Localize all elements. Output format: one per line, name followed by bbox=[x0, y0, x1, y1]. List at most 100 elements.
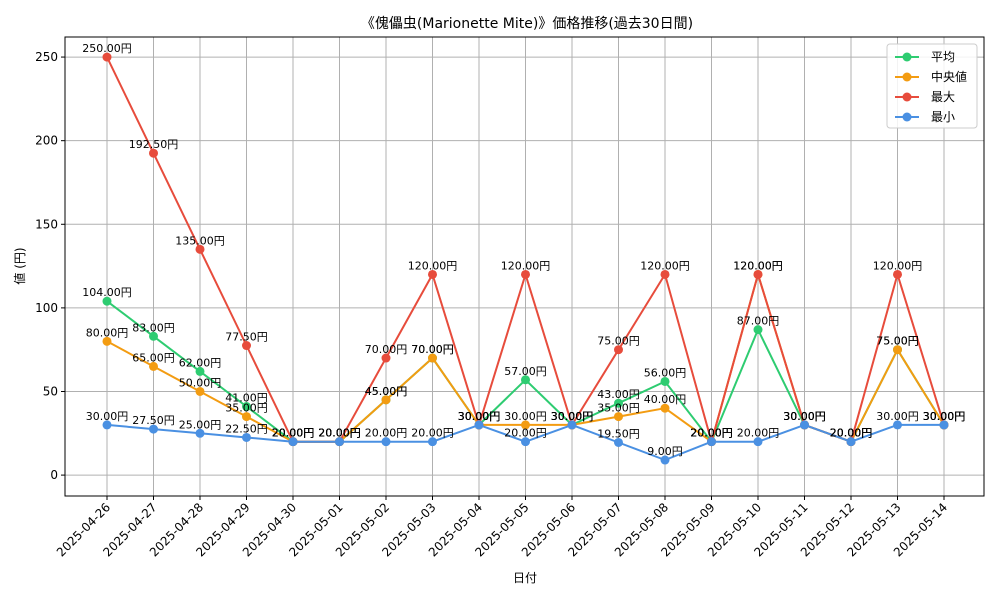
legend-item: 平均 bbox=[895, 50, 955, 64]
legend-box bbox=[886, 43, 978, 129]
data-label: 120.00円 bbox=[501, 259, 551, 272]
legend-label: 中央値 bbox=[931, 69, 967, 84]
data-point bbox=[753, 325, 763, 335]
data-point bbox=[428, 437, 437, 447]
data-label: 20.00円 bbox=[318, 427, 361, 440]
data-label: 19.50円 bbox=[597, 427, 640, 440]
data-point bbox=[893, 420, 902, 430]
data-label: 30.00円 bbox=[458, 410, 501, 423]
data-point bbox=[707, 437, 716, 447]
x-axis-label: 日付 bbox=[513, 571, 537, 585]
data-label: 30.00円 bbox=[458, 410, 501, 423]
data-point bbox=[102, 52, 112, 62]
data-label: 20.00円 bbox=[690, 427, 733, 440]
data-point bbox=[102, 336, 112, 346]
data-label: 30.00円 bbox=[504, 410, 547, 423]
data-label: 20.00円 bbox=[830, 427, 873, 440]
data-label: 30.00円 bbox=[551, 410, 594, 423]
axes: 0501001502002502025-04-262025-04-272025-… bbox=[35, 50, 950, 559]
data-label: 57.00円 bbox=[504, 365, 547, 378]
data-point bbox=[149, 424, 158, 434]
y-tick-label: 0 bbox=[50, 468, 58, 482]
data-point bbox=[288, 437, 298, 447]
data-point bbox=[381, 353, 391, 363]
data-label: 35.00円 bbox=[225, 402, 268, 415]
data-label: 83.00円 bbox=[132, 321, 175, 334]
data-point bbox=[195, 366, 205, 376]
data-label: 80.00円 bbox=[86, 326, 129, 339]
series-layer bbox=[102, 52, 949, 465]
data-label: 135.00円 bbox=[175, 234, 225, 247]
plot-frame bbox=[64, 36, 985, 497]
legend-marker bbox=[902, 72, 912, 82]
data-label: 41.00円 bbox=[225, 392, 268, 405]
data-label: 62.00円 bbox=[179, 356, 222, 369]
data-label: 20.00円 bbox=[365, 427, 408, 440]
data-label: 30.00円 bbox=[458, 410, 501, 423]
data-point bbox=[149, 361, 158, 371]
data-point bbox=[660, 403, 670, 413]
data-label: 20.00円 bbox=[690, 427, 733, 440]
data-label: 20.00円 bbox=[272, 427, 315, 440]
data-point bbox=[614, 437, 623, 447]
y-tick-label: 50 bbox=[43, 384, 58, 398]
data-label: 30.00円 bbox=[551, 410, 594, 423]
data-label: 56.00円 bbox=[644, 366, 687, 379]
data-label: 20.00円 bbox=[272, 427, 315, 440]
data-point bbox=[614, 345, 623, 355]
data-point bbox=[428, 353, 437, 363]
data-label: 87.00円 bbox=[737, 315, 780, 328]
y-tick-label: 150 bbox=[35, 217, 58, 231]
data-label: 20.00円 bbox=[737, 427, 780, 440]
data-label: 20.00円 bbox=[830, 427, 873, 440]
data-point bbox=[939, 420, 949, 430]
y-tick-label: 200 bbox=[35, 134, 58, 148]
data-label: 35.00円 bbox=[597, 402, 640, 415]
data-label: 30.00円 bbox=[86, 410, 129, 423]
data-point bbox=[753, 437, 763, 447]
data-point bbox=[521, 420, 530, 430]
data-label: 20.00円 bbox=[318, 427, 361, 440]
data-label: 75.00円 bbox=[876, 335, 919, 348]
data-point bbox=[102, 296, 112, 306]
legend-label: 最小 bbox=[931, 110, 955, 124]
legend-marker bbox=[902, 92, 912, 102]
data-label: 43.00円 bbox=[597, 388, 640, 401]
data-point bbox=[521, 437, 530, 447]
data-label: 30.00円 bbox=[923, 410, 966, 423]
data-label: 20.00円 bbox=[690, 427, 733, 440]
data-label: 30.00円 bbox=[923, 410, 966, 423]
data-point bbox=[893, 345, 902, 355]
data-label: 30.00円 bbox=[551, 410, 594, 423]
data-point bbox=[474, 420, 484, 430]
data-point bbox=[893, 269, 902, 279]
data-point bbox=[149, 331, 158, 341]
data-label: 20.00円 bbox=[272, 427, 315, 440]
data-label: 75.00円 bbox=[597, 335, 640, 348]
data-point bbox=[381, 437, 391, 447]
data-point bbox=[800, 420, 809, 430]
data-label: 22.50円 bbox=[225, 422, 268, 435]
data-point bbox=[335, 437, 344, 447]
data-label: 104.00円 bbox=[82, 286, 132, 299]
data-point bbox=[195, 428, 205, 438]
data-point bbox=[428, 269, 437, 279]
data-label: 30.00円 bbox=[923, 410, 966, 423]
data-point bbox=[521, 375, 530, 385]
data-point bbox=[242, 402, 251, 412]
data-label: 20.00円 bbox=[690, 427, 733, 440]
data-point bbox=[614, 398, 623, 408]
data-point bbox=[660, 376, 670, 386]
grid bbox=[65, 37, 984, 496]
data-label: 40.00円 bbox=[644, 393, 687, 406]
data-label: 30.00円 bbox=[783, 410, 826, 423]
data-label: 30.00円 bbox=[783, 410, 826, 423]
data-point bbox=[195, 244, 205, 254]
data-point bbox=[242, 412, 251, 422]
data-label: 70.00円 bbox=[365, 343, 408, 356]
data-label: 192.50円 bbox=[129, 138, 179, 151]
data-label: 20.00円 bbox=[318, 427, 361, 440]
data-label: 20.00円 bbox=[830, 427, 873, 440]
